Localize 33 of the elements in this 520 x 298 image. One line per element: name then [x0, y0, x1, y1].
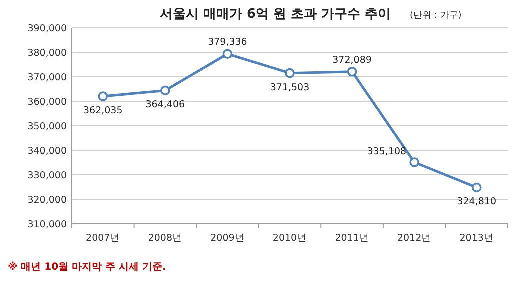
- point: [98, 92, 108, 102]
- point: [410, 158, 420, 168]
- x-tick-label: 2013년: [460, 233, 494, 244]
- y-tick-label: 370,000: [28, 72, 67, 84]
- y-tick-label: 310,000: [28, 220, 67, 230]
- point: [347, 66, 358, 77]
- y-tick-label: 320,000: [28, 195, 67, 206]
- point: [472, 182, 482, 193]
- y-tick-label: 380,000: [28, 48, 67, 59]
- data-label: 362,035: [83, 106, 123, 117]
- x-tick-label: 2012년: [397, 233, 432, 244]
- y-tick-label: 330,000: [28, 170, 67, 182]
- point: [285, 68, 295, 78]
- chart-title: 서울시 매매가 6억 원 초과 가구수 추이: [160, 7, 392, 22]
- data-label: 371,503: [270, 82, 310, 94]
- data-label: 372,089: [332, 54, 372, 66]
- y-tick-label: 390,000: [28, 24, 67, 34]
- data-label: 364,406: [146, 100, 186, 111]
- x-tick-label: 2011년: [335, 233, 370, 244]
- point: [222, 49, 233, 60]
- x-tick-label: 2007년: [86, 233, 120, 244]
- data-label: 379,336: [208, 37, 248, 48]
- y-tick-label: 340,000: [28, 146, 67, 157]
- point: [160, 86, 170, 96]
- x-tick-label: 2010년: [272, 233, 308, 244]
- data-label: 335,108: [367, 146, 407, 158]
- x-tick-label: 2008년: [148, 233, 183, 244]
- y-tick-label: 360,000: [28, 97, 67, 108]
- x-tick-label: 2009년: [210, 233, 245, 244]
- text: ※ 매년 10월 마지막 주 시세 기준.: [8, 261, 166, 273]
- data-label: 324,810: [457, 196, 497, 208]
- y-tick-label: 350,000: [28, 122, 67, 132]
- chart-subtitle: (단위 : 가구): [410, 11, 462, 21]
